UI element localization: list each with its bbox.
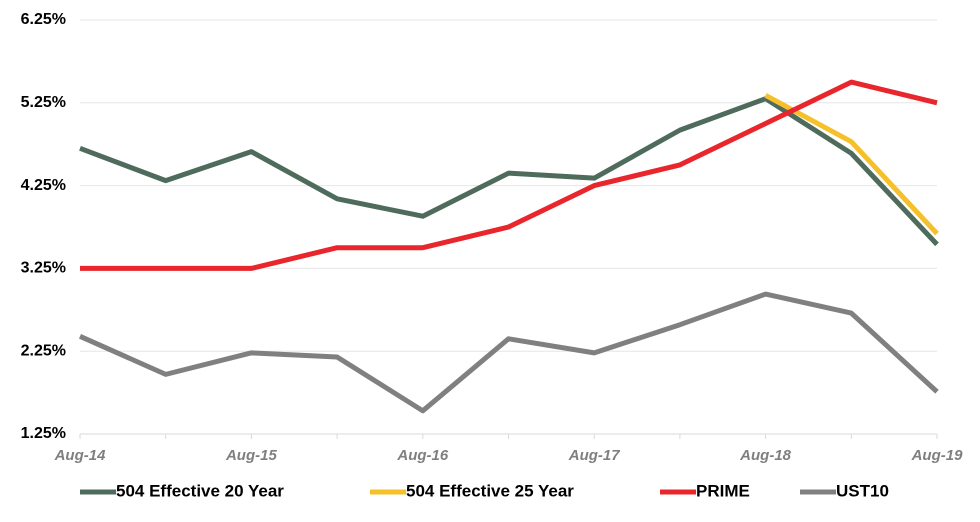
y-tick-label: 4.25% [21,177,66,194]
x-tick-label: Aug-16 [396,447,448,464]
legend-label: UST10 [836,481,889,500]
x-tick-label: Aug-14 [54,447,106,464]
legend-label: 504 Effective 25 Year [406,481,574,500]
y-tick-label: 6.25% [21,11,66,28]
series-line [80,79,938,271]
series-line [79,96,939,247]
x-tick-label: Aug-19 [911,447,963,464]
x-tick-label: Aug-15 [225,447,277,464]
legend-label: PRIME [696,481,750,500]
series-line [78,291,939,414]
legend-label: 504 Effective 20 Year [116,481,284,500]
x-tick-label: Aug-18 [739,447,791,464]
y-tick-label: 3.25% [21,260,66,277]
y-tick-label: 5.25% [21,94,66,111]
x-tick-label: Aug-17 [568,447,620,464]
y-tick-label: 2.25% [21,342,66,359]
y-tick-label: 1.25% [21,425,66,442]
